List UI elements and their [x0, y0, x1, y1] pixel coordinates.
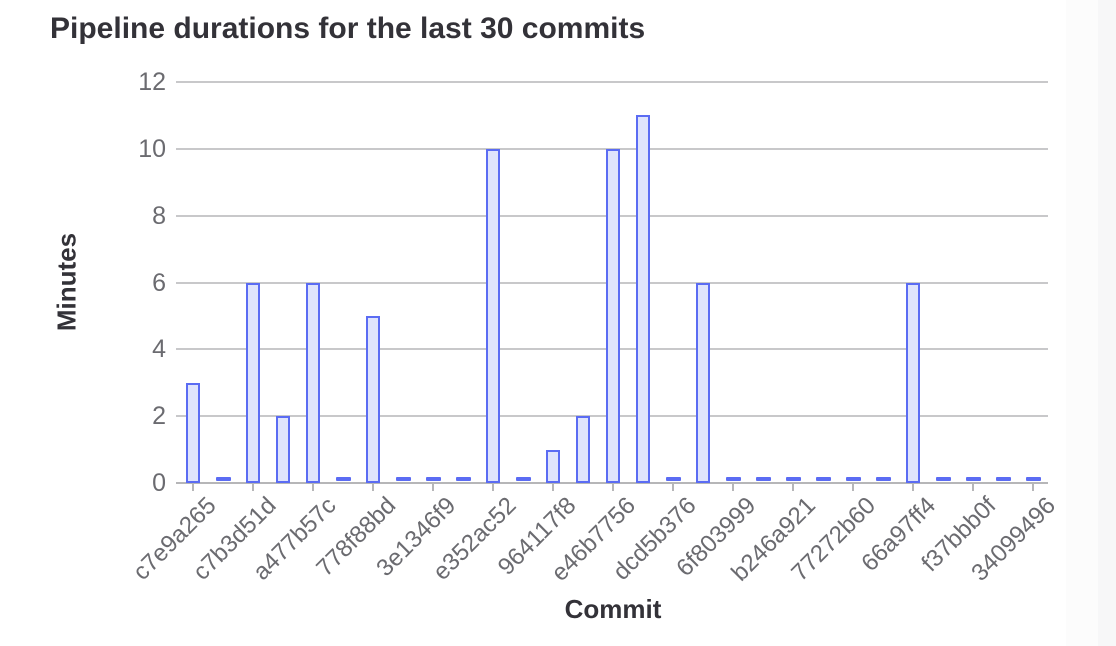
bar-c7b3d51d[interactable]: [246, 282, 260, 483]
page-background-strip: [1066, 0, 1098, 646]
bar-77272b60[interactable]: [845, 477, 861, 481]
bar-778f88bd[interactable]: [366, 315, 380, 483]
y-tick-label-6: 6: [152, 268, 166, 297]
bar-commit-14[interactable]: [576, 416, 590, 483]
bar-e352ac52[interactable]: [486, 148, 500, 483]
x-tick-66a97ff4: [912, 483, 914, 491]
y-tick-label-0: 0: [152, 469, 166, 497]
bar-6f803999[interactable]: [725, 477, 741, 481]
bar-commit-28[interactable]: [995, 477, 1011, 481]
x-tick-77272b60: [852, 483, 854, 491]
bar-f37bbb0f[interactable]: [965, 477, 981, 481]
x-tick-778f88bd: [372, 483, 374, 491]
y-tick-label-4: 4: [152, 335, 166, 364]
bar-dcd5b376[interactable]: [665, 477, 681, 481]
bar-66a97ff4[interactable]: [906, 282, 920, 483]
bar-3e1346f9[interactable]: [425, 477, 441, 481]
x-tick-a477b57c: [312, 483, 314, 491]
bar-commit-18[interactable]: [696, 282, 710, 483]
bar-commit-16[interactable]: [636, 115, 650, 483]
x-tick-6f803999: [732, 483, 734, 491]
x-tick-dcd5b376: [672, 483, 674, 491]
bar-34099496[interactable]: [1025, 477, 1041, 481]
bar-b246a921[interactable]: [785, 477, 801, 481]
y-tick-label-10: 10: [138, 134, 166, 163]
bar-commit-10[interactable]: [455, 477, 471, 481]
bar-e46b7756[interactable]: [606, 148, 620, 483]
bar-commit-26[interactable]: [935, 477, 951, 481]
bar-commit-4[interactable]: [276, 416, 290, 483]
y-tick-label-2: 2: [152, 402, 166, 431]
chart-title: Pipeline durations for the last 30 commi…: [50, 12, 646, 45]
x-tick-b246a921: [792, 483, 794, 491]
bar-964117f8[interactable]: [546, 449, 560, 483]
bar-commit-8[interactable]: [395, 477, 411, 481]
x-tick-3e1346f9: [432, 483, 434, 491]
bar-commit-20[interactable]: [755, 477, 771, 481]
y-tick-label-8: 8: [152, 201, 166, 230]
y-tick-label-12: 12: [138, 68, 166, 96]
x-tick-f37bbb0f: [972, 483, 974, 491]
x-axis-title: Commit: [564, 594, 662, 624]
x-tick-c7e9a265: [192, 483, 194, 491]
gridline-y-12: [176, 81, 1048, 83]
page-background-strip: [1098, 0, 1116, 646]
x-tick-964117f8: [552, 483, 554, 491]
bar-commit-22[interactable]: [815, 477, 831, 481]
bar-c7e9a265[interactable]: [186, 382, 200, 483]
bar-commit-12[interactable]: [515, 477, 531, 481]
x-tick-34099496: [1032, 483, 1034, 491]
bar-commit-24[interactable]: [875, 477, 891, 481]
x-tick-e46b7756: [612, 483, 614, 491]
bar-a477b57c[interactable]: [306, 282, 320, 483]
bar-commit-6[interactable]: [335, 477, 351, 481]
x-tick-c7b3d51d: [252, 483, 254, 491]
bar-commit-2[interactable]: [215, 477, 231, 481]
x-tick-e352ac52: [492, 483, 494, 491]
